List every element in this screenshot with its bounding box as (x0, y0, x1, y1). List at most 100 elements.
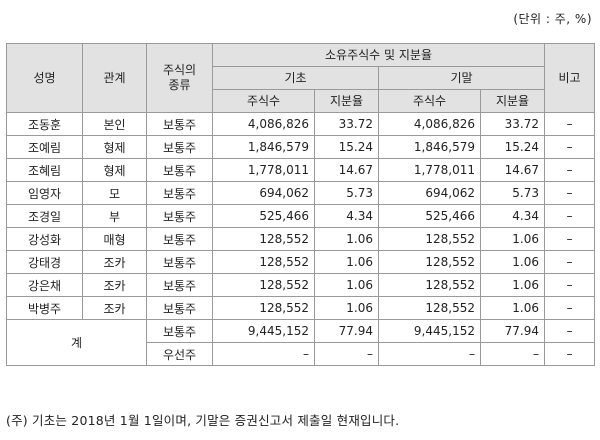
holder-relation-cell: 본인 (82, 112, 147, 136)
end-shares-cell: 694,062 (378, 181, 481, 205)
remarks-cell: – (544, 135, 595, 159)
holder-name-cell: 강은채 (6, 273, 83, 297)
header-end-shares: 주식수 (378, 89, 481, 113)
begin-shares-cell: 128,552 (212, 296, 315, 320)
holder-name-cell: 조동훈 (6, 112, 83, 136)
total-remarks: – (544, 342, 595, 366)
remarks-cell: – (544, 112, 595, 136)
header-end-ratio: 지분율 (480, 89, 545, 113)
total-begin-shares: 9,445,152 (212, 319, 315, 343)
end-ratio-cell: 4.34 (480, 204, 545, 228)
header-name: 성명 (6, 43, 83, 113)
end-ratio-cell: 1.06 (480, 296, 545, 320)
remarks-cell: – (544, 250, 595, 274)
end-shares-cell: 128,552 (378, 273, 481, 297)
stock-type-cell: 보통주 (146, 227, 213, 251)
header-remarks: 비고 (544, 43, 595, 113)
begin-ratio-cell: 4.34 (314, 204, 379, 228)
total-begin-shares: – (212, 342, 315, 366)
header-begin-ratio: 지분율 (314, 89, 379, 113)
table-row: 임영자 모 보통주 694,062 5.73 694,062 5.73– (6, 181, 595, 205)
header-ending: 기말 (378, 66, 545, 90)
begin-shares-cell: 694,062 (212, 181, 315, 205)
end-shares-cell: 128,552 (378, 227, 481, 251)
table-row: 조예림 형제 보통주 1,846,579 15.24 1,846,579 15.24– (6, 135, 595, 159)
stock-type-cell: 보통주 (146, 135, 213, 159)
stock-type-cell: 보통주 (146, 273, 213, 297)
end-ratio-cell: 5.73 (480, 181, 545, 205)
stock-type-cell: 보통주 (146, 250, 213, 274)
total-row: 계 보통주 9,445,152 77.94 9,445,152 77.94 – (6, 319, 595, 366)
total-type: 우선주 (146, 342, 213, 366)
table-row: 조혜림 형제 보통주 1,778,011 14.67 1,778,011 14.67– (6, 158, 595, 182)
begin-ratio-cell: 1.06 (314, 273, 379, 297)
table-row: 강은채 조카 보통주 128,552 1.06 128,552 1.06– (6, 273, 595, 297)
stock-type-cell: 보통주 (146, 112, 213, 136)
end-ratio-cell: 15.24 (480, 135, 545, 159)
header-begin-shares: 주식수 (212, 89, 315, 113)
holder-relation-cell: 조카 (82, 273, 147, 297)
end-ratio-cell: 1.06 (480, 273, 545, 297)
remarks-cell: – (544, 296, 595, 320)
total-end-ratio: 77.94 (480, 319, 545, 343)
header-beginning: 기초 (212, 66, 379, 90)
begin-ratio-cell: 5.73 (314, 181, 379, 205)
end-ratio-cell: 33.72 (480, 112, 545, 136)
end-ratio-cell: 14.67 (480, 158, 545, 182)
header-stock-type-label: 주식의 종류 (162, 63, 197, 92)
table-row: 조동훈 본인 보통주 4,086,826 33.72 4,086,826 33.72– (6, 112, 595, 136)
stock-type-cell: 보통주 (146, 296, 213, 320)
end-shares-cell: 525,466 (378, 204, 481, 228)
shareholding-table: 성명 관계 주식의 종류 소유주식수 및 지분율 비고 기초 기말 주식수 지분… (6, 43, 595, 366)
begin-shares-cell: 4,086,826 (212, 112, 315, 136)
header-relation: 관계 (82, 43, 147, 113)
begin-ratio-cell: 15.24 (314, 135, 379, 159)
holder-name-cell: 조혜림 (6, 158, 83, 182)
total-end-shares: – (378, 342, 481, 366)
end-shares-cell: 1,846,579 (378, 135, 481, 159)
holder-relation-cell: 형제 (82, 158, 147, 182)
holder-name-cell: 조경일 (6, 204, 83, 228)
total-type: 보통주 (146, 319, 213, 343)
header-holdings: 소유주식수 및 지분율 (212, 43, 545, 67)
table-row: 강성화 매형 보통주 128,552 1.06 128,552 1.06– (6, 227, 595, 251)
total-end-shares: 9,445,152 (378, 319, 481, 343)
begin-ratio-cell: 1.06 (314, 227, 379, 251)
footnote: (주) 기초는 2018년 1월 1일이며, 기말은 증권신고서 제출일 현재입… (6, 413, 400, 428)
begin-ratio-cell: 1.06 (314, 296, 379, 320)
total-section: 계 보통주 9,445,152 77.94 9,445,152 77.94 – … (6, 319, 595, 366)
remarks-cell: – (544, 181, 595, 205)
stock-type-cell: 보통주 (146, 158, 213, 182)
total-remarks: – (544, 319, 595, 343)
remarks-cell: – (544, 273, 595, 297)
begin-ratio-cell: 1.06 (314, 250, 379, 274)
begin-shares-cell: 128,552 (212, 227, 315, 251)
end-ratio-cell: 1.06 (480, 227, 545, 251)
total-begin-ratio: 77.94 (314, 319, 379, 343)
header-stock-type: 주식의 종류 (146, 43, 213, 113)
stock-type-cell: 보통주 (146, 181, 213, 205)
unit-note: (단위 : 주, %) (513, 12, 592, 26)
total-label: 계 (6, 319, 147, 366)
begin-shares-cell: 1,846,579 (212, 135, 315, 159)
holder-relation-cell: 조카 (82, 250, 147, 274)
holder-relation-cell: 형제 (82, 135, 147, 159)
remarks-cell: – (544, 204, 595, 228)
end-shares-cell: 128,552 (378, 296, 481, 320)
total-row: 우선주 – – – – – (7, 342, 595, 366)
table-body: 조동훈 본인 보통주 4,086,826 33.72 4,086,826 33.72– 조예림… (6, 112, 595, 320)
begin-ratio-cell: 14.67 (314, 158, 379, 182)
holder-relation-cell: 부 (82, 204, 147, 228)
begin-shares-cell: 128,552 (212, 250, 315, 274)
begin-shares-cell: 525,466 (212, 204, 315, 228)
begin-ratio-cell: 33.72 (314, 112, 379, 136)
begin-shares-cell: 1,778,011 (212, 158, 315, 182)
total-end-ratio: – (480, 342, 545, 366)
remarks-cell: – (544, 158, 595, 182)
table-row: 조경일 부 보통주 525,466 4.34 525,466 4.34– (6, 204, 595, 228)
stock-type-cell: 보통주 (146, 204, 213, 228)
remarks-cell: – (544, 227, 595, 251)
begin-shares-cell: 128,552 (212, 273, 315, 297)
holder-name-cell: 조예림 (6, 135, 83, 159)
table-row: 박병주 조카 보통주 128,552 1.06 128,552 1.06– (6, 296, 595, 320)
